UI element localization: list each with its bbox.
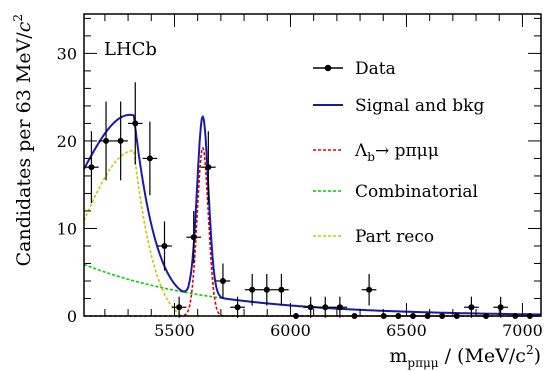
data-point-marker: [132, 120, 139, 127]
x-title-unit: / (MeV/c: [439, 345, 526, 367]
data-point-marker: [205, 164, 212, 171]
data-point: [201, 131, 216, 204]
legend-partreco-label: Part reco: [355, 227, 434, 247]
legend-entry-data: Data: [313, 59, 396, 79]
data-point-marker: [146, 155, 153, 162]
x-title-base: m: [389, 345, 407, 367]
data-point: [244, 273, 260, 306]
x-tick-label: 7000: [502, 321, 543, 340]
y-title-c: c: [13, 21, 35, 32]
data-point-marker: [219, 277, 226, 284]
legend-signal-label: Λb→ pπμμ: [354, 141, 439, 164]
data-point: [259, 273, 275, 306]
data-point-marker: [468, 304, 475, 311]
data-point: [157, 221, 172, 271]
data-point: [98, 101, 114, 181]
data-point: [84, 131, 99, 204]
data-point: [332, 296, 348, 318]
data-point: [230, 296, 245, 318]
axis-ticks: 5500 6000 6500 7000 0 10 20 30: [57, 14, 543, 340]
data-point-marker: [263, 286, 270, 293]
data-point: [361, 273, 377, 306]
data-point: [303, 296, 318, 318]
x-title-close: ): [534, 345, 541, 367]
y-tick-label: 10: [57, 219, 77, 238]
data-point-marker: [366, 286, 373, 293]
x-tick-label: 6500: [386, 321, 427, 340]
x-title-subscript: pπμμ: [407, 356, 438, 370]
y-title-superscript: 2: [11, 14, 25, 22]
y-tick-label: 30: [57, 44, 77, 63]
data-point-marker: [234, 304, 241, 311]
y-title-text: Candidates per 63 MeV/: [13, 32, 35, 267]
y-tick-label: 20: [57, 132, 77, 151]
legend-data-dot: [324, 64, 332, 72]
data-point-marker: [103, 137, 110, 144]
legend-entry-signal: Λb→ pπμμ: [313, 141, 439, 164]
x-tick-label: 5500: [154, 321, 195, 340]
total-fit-curve: [83, 113, 541, 316]
data-point-marker: [176, 304, 183, 311]
legend-combinatorial-label: Combinatorial: [355, 182, 478, 202]
data-point: [186, 210, 202, 264]
data-point-marker: [336, 304, 343, 311]
data-point-marker: [497, 304, 504, 311]
fit-curves: [83, 113, 541, 317]
data-point: [113, 101, 128, 181]
data-point-marker: [322, 304, 329, 311]
y-tick-label: 0: [67, 307, 77, 326]
legend-signal-subscript: b: [367, 150, 375, 164]
x-tick-label: 6000: [270, 321, 311, 340]
data-point: [274, 273, 289, 306]
x-title-superscript: 2: [526, 343, 534, 357]
data-point: [493, 296, 508, 318]
data-point: [317, 296, 333, 318]
plot-frame: [83, 13, 542, 317]
data-point-marker: [278, 286, 285, 293]
legend-signal-prefix: Λ: [354, 141, 368, 161]
data-point-marker: [307, 304, 314, 311]
data-point: [142, 121, 158, 196]
legend-total-label: Signal and bkg: [355, 96, 484, 116]
data-point-marker: [88, 164, 95, 171]
data-point: [464, 296, 479, 318]
data-point: [215, 263, 231, 299]
experiment-label: LHCb: [104, 39, 157, 60]
legend-entry-partreco: Part reco: [313, 227, 434, 247]
y-axis-title: Candidates per 63 MeV/c2: [11, 14, 35, 266]
data-point-marker: [249, 286, 256, 293]
legend-entry-combinatorial: Combinatorial: [313, 182, 478, 202]
legend-data-label: Data: [355, 59, 396, 79]
data-point: [127, 82, 143, 165]
legend: Data Signal and bkg Λb→ pπμμ Combinatori…: [313, 59, 484, 247]
legend-signal-suffix: → pπμμ: [375, 141, 439, 161]
data-point-marker: [190, 234, 197, 241]
x-axis-title: mpπμμ / (MeV/c2): [389, 343, 541, 370]
data-point-marker: [117, 137, 124, 144]
legend-entry-total: Signal and bkg: [313, 96, 484, 116]
data-point-marker: [161, 242, 168, 249]
